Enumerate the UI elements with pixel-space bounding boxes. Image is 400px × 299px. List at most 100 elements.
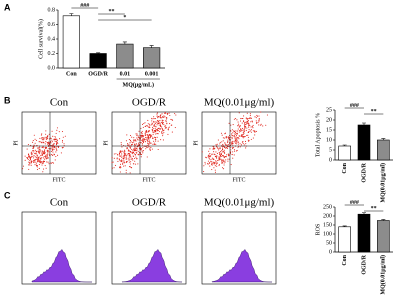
cell-dot	[160, 114, 162, 116]
cell-dot	[153, 129, 155, 132]
cell-dot	[247, 131, 249, 134]
cell-dot	[125, 156, 127, 158]
cell-dot	[161, 116, 163, 118]
cell-dot	[145, 125, 147, 127]
cell-dot	[33, 154, 35, 157]
cell-dot	[246, 122, 248, 124]
cell-dot	[158, 116, 160, 118]
cell-dot	[167, 127, 169, 129]
cell-dot	[124, 165, 126, 167]
cell-dot	[214, 169, 216, 171]
cell-dot	[226, 146, 228, 149]
cell-dot	[161, 121, 163, 124]
cell-dot	[142, 123, 144, 125]
cell-dot	[32, 150, 34, 152]
cell-dot	[240, 128, 242, 130]
x-tick-label: 0.01	[120, 71, 131, 77]
cell-dot	[251, 126, 253, 128]
cell-dot	[29, 156, 31, 158]
cell-dot	[41, 137, 43, 139]
cell-dot	[151, 120, 153, 122]
cell-dot	[137, 150, 139, 152]
cell-dot	[50, 148, 52, 150]
cell-dot	[148, 126, 150, 128]
cell-dot	[41, 162, 43, 164]
cell-dot	[147, 119, 149, 122]
cell-dot	[140, 131, 142, 133]
cell-dot	[224, 151, 226, 153]
cell-dot	[147, 142, 149, 144]
cell-dot	[130, 141, 132, 143]
cell-dot	[205, 157, 207, 159]
cell-dot	[129, 158, 131, 160]
cell-dot	[237, 121, 239, 123]
cell-dot	[132, 155, 134, 157]
cell-dot	[44, 158, 46, 160]
cell-dot	[133, 157, 136, 159]
cell-dot	[225, 159, 227, 161]
cell-dot	[238, 126, 240, 128]
cell-dot	[252, 124, 254, 127]
cell-dot	[44, 152, 46, 154]
cell-dot	[217, 139, 219, 141]
cell-dot	[236, 139, 238, 141]
cell-dot	[227, 158, 229, 160]
cell-dot	[45, 133, 47, 135]
cell-dot	[223, 164, 225, 166]
cell-dot	[242, 135, 244, 138]
cell-dot	[216, 160, 218, 162]
cell-dot	[151, 122, 153, 124]
bar	[62, 15, 80, 69]
cell-dot	[219, 154, 221, 156]
cell-dot	[142, 152, 144, 154]
cell-dot	[125, 161, 127, 163]
bar	[377, 220, 390, 253]
cell-dot	[61, 141, 64, 143]
cell-dot	[28, 168, 30, 170]
cell-dot	[120, 166, 122, 168]
cell-dot	[42, 146, 44, 148]
cell-dot	[48, 163, 50, 165]
y-axis-label: PI	[13, 140, 19, 145]
cell-dot	[55, 143, 58, 146]
cell-dot	[207, 160, 209, 162]
cell-dot	[248, 123, 250, 125]
cell-dot	[227, 140, 229, 143]
cell-dot	[241, 134, 243, 136]
cell-dot	[42, 151, 44, 153]
cell-dot	[43, 137, 45, 139]
cell-dot	[258, 118, 260, 120]
cell-dot	[232, 142, 234, 144]
cell-dot	[232, 157, 234, 159]
cell-dot	[240, 130, 242, 132]
cell-dot	[250, 129, 252, 131]
cell-dot	[161, 128, 163, 130]
cell-dot	[128, 156, 130, 158]
cell-dot	[169, 114, 171, 117]
cell-dot	[248, 125, 250, 127]
y-tick-label: 200	[323, 213, 332, 219]
cell-dot	[126, 146, 128, 149]
cell-dot	[157, 140, 159, 142]
cell-dot	[55, 132, 57, 134]
cell-dot	[221, 149, 224, 151]
cell-dot	[164, 120, 167, 122]
cell-dot	[35, 139, 37, 141]
cell-dot	[230, 143, 232, 145]
cell-dot	[44, 147, 47, 150]
cell-dot	[218, 159, 220, 161]
cell-dot	[130, 167, 132, 169]
cell-dot	[209, 161, 211, 164]
cell-dot	[29, 160, 31, 162]
x-tick-label: Con	[342, 162, 348, 173]
cell-dot	[53, 147, 55, 149]
cell-dot	[33, 144, 35, 146]
cell-dot	[213, 167, 215, 169]
cell-dot	[142, 141, 145, 144]
cell-dot	[142, 137, 144, 139]
cell-dot	[246, 119, 248, 121]
cell-dot	[227, 146, 229, 148]
cell-dot	[154, 118, 156, 120]
cell-dot	[162, 133, 164, 135]
cell-dot	[260, 124, 262, 126]
